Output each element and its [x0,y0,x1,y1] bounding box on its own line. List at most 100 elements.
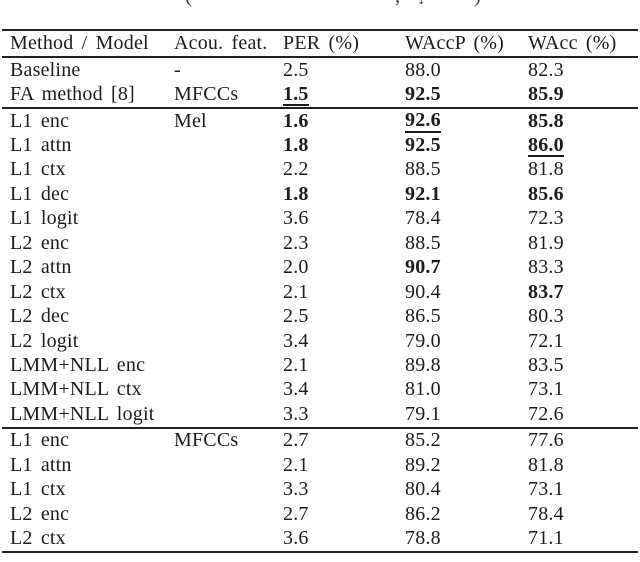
table-cell: L1 enc [2,428,174,453]
cell-text: 90.4 [405,280,441,303]
cell-text: L1 ctx [10,158,66,181]
table-cell: 3.4 [283,378,405,402]
table-cell: 81.9 [528,231,638,255]
cell-text: LMM+NLL ctx [10,378,142,401]
table-row: LMM+NLL ctx 3.4 81.0 73.1 [2,378,638,402]
table-cell: MFCCs [174,428,283,453]
table-cell: 79.1 [405,402,528,427]
table-cell: 89.8 [405,353,528,377]
table-cell: 78.4 [405,207,528,231]
cell-text: 92.6 [405,109,441,133]
table-cell: L2 ctx [2,280,174,304]
table-cell: 72.3 [528,207,638,231]
cell-text: L1 attn [10,134,72,157]
cell-text: 83.5 [528,353,564,376]
table-cell [174,477,283,501]
cell-text: 71.1 [528,527,564,550]
cell-text: 82.3 [528,58,564,81]
table-cell: 85.6 [528,182,638,206]
table-cell: 72.6 [528,402,638,427]
cell-text: 92.5 [405,134,441,157]
cell-text: 2.5 [283,58,309,81]
table-cell: 89.2 [405,453,528,477]
cell-text: LMM+NLL logit [10,402,155,425]
table-cell [174,378,283,402]
table-row: L2 enc 2.7 86.2 78.4 [2,502,638,526]
table-cell: 3.3 [283,402,405,427]
results-table: Method / Model Acou. feat. PER (%) WAccP… [2,29,638,553]
table-cell: L2 attn [2,256,174,280]
cell-text: 1.8 [283,182,309,205]
table-section-mel: L1 enc Mel 1.6 92.6 85.8 L1 attn 1.8 92.5 86.0 L1… [2,108,638,428]
cell-text: 88.5 [405,231,441,254]
caption-fragment-glyph: , [395,0,400,6]
cell-text: 1.5 [283,82,309,107]
table-cell: - [174,57,283,82]
table-cell: 2.7 [283,502,405,526]
table-cell: 3.6 [283,207,405,231]
table-cell: 90.7 [405,256,528,280]
cell-text: 72.3 [528,207,564,230]
cell-text: 85.9 [528,83,564,106]
table-cell: 90.4 [405,280,528,304]
cell-text: 79.1 [405,402,441,425]
table-cell: L2 dec [2,304,174,328]
table-cell: 3.6 [283,526,405,551]
cell-text: 85.6 [528,182,564,205]
col-header-waccp: WAccP (%) [405,32,505,54]
cell-text: 78.4 [528,502,564,525]
table-cell: 83.7 [528,280,638,304]
table-cell: 2.5 [283,304,405,328]
cell-text: 2.0 [283,256,309,279]
table-cell: 88.0 [405,57,528,82]
cell-text: L1 logit [10,207,79,230]
table-row: LMM+NLL enc 2.1 89.8 83.5 [2,353,638,377]
table-cell: 88.5 [405,158,528,182]
cell-text: 92.1 [405,182,441,205]
cell-text: 1.6 [283,109,309,132]
cell-text: L1 attn [10,453,72,476]
cell-text: 81.8 [528,453,564,476]
cell-text: 1.8 [283,134,309,157]
table-row: L2 logit 3.4 79.0 72.1 [2,329,638,353]
table-row: L2 enc 2.3 88.5 81.9 [2,231,638,255]
cell-text: 79.0 [405,329,441,352]
table-row: L1 ctx 3.3 80.4 73.1 [2,477,638,501]
cell-text: L2 ctx [10,280,66,303]
cell-text: 83.3 [528,256,564,279]
table-cell: 1.8 [283,182,405,206]
table-cell: LMM+NLL ctx [2,378,174,402]
cell-text: 78.4 [405,207,441,230]
table-cell [174,402,283,427]
cell-text: L2 attn [10,256,72,279]
table-cell: FA method [8] [2,82,174,107]
table-cell: 2.3 [283,231,405,255]
table-row: L1 attn 1.8 92.5 86.0 [2,133,638,158]
table-cell: 3.4 [283,329,405,353]
table-cell [174,158,283,182]
table-cell: LMM+NLL enc [2,353,174,377]
cell-text: 2.1 [283,280,309,303]
caption-fragment-glyph: ( [185,0,192,6]
table-cell: 2.7 [283,428,405,453]
table-cell: 81.8 [528,158,638,182]
table-cell [174,280,283,304]
table-row: L2 dec 2.5 86.5 80.3 [2,304,638,328]
cell-text: 92.5 [405,83,441,106]
table-section-mfccs: L1 enc MFCCs 2.7 85.2 77.6 L1 attn 2.1 89.2 81.8… [2,428,638,552]
cell-text: 2.7 [283,502,309,525]
cell-text: 86.5 [405,305,441,328]
table-section-baseline: Baseline - 2.5 88.0 82.3 FA method [8] MFCCs 1.… [2,57,638,108]
cell-text: 88.5 [405,158,441,181]
table-cell: 86.0 [528,133,638,158]
cell-text: L2 enc [10,231,70,254]
table-cell: 2.1 [283,353,405,377]
caption-fragment-glyph: ) [474,0,481,6]
cell-text: 80.4 [405,478,441,501]
cell-text: 2.7 [283,429,309,452]
col-header-acoustic-features: Acou. feat. [174,32,268,54]
table-cell: 71.1 [528,526,638,551]
table-cell: 73.1 [528,378,638,402]
table-cell: 83.5 [528,353,638,377]
cell-text: 2.3 [283,231,309,254]
